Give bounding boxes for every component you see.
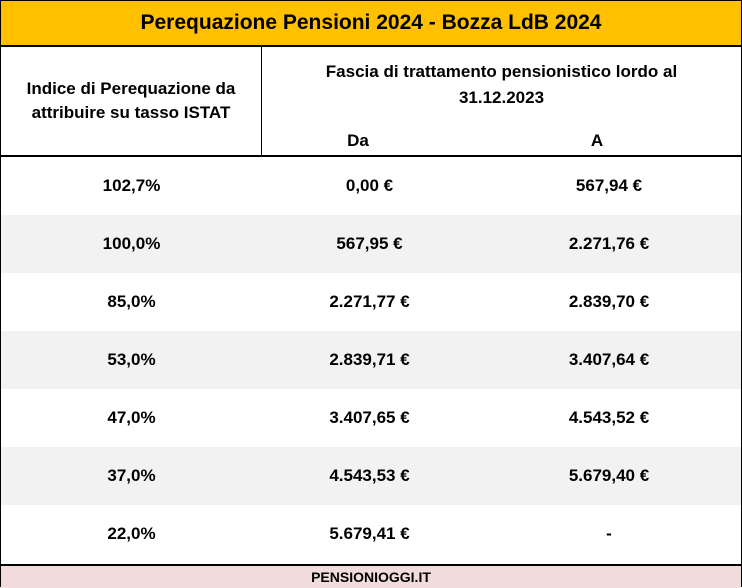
cell-to: 2.271,76 €: [568, 234, 650, 253]
cell-from: 3.407,65 €: [329, 408, 410, 427]
cell-from: 2.839,71 €: [329, 350, 410, 369]
cell-index: 100,0%: [102, 234, 161, 253]
header-group: Fascia di trattamento pensionistico lord…: [262, 47, 741, 157]
cell-to: 4.543,52 €: [568, 408, 650, 427]
table-row: 53,0% 2.839,71 € 3.407,64 €: [1, 331, 741, 389]
cell-index: 22,0%: [107, 524, 156, 543]
cell-to: 3.407,64 €: [568, 350, 650, 369]
cell-from: 2.271,77 €: [329, 292, 410, 311]
cell-from: 567,95 €: [336, 234, 403, 253]
cell-index: 53,0%: [107, 350, 156, 369]
table-body: 102,7% 0,00 € 567,94 € 100,0% 567,95 € 2…: [1, 157, 741, 563]
header-group-label: Fascia di trattamento pensionistico lord…: [262, 59, 741, 111]
header-group-line1: Fascia di trattamento pensionistico lord…: [325, 62, 678, 81]
cell-to: 567,94 €: [575, 176, 643, 195]
table-title: Perequazione Pensioni 2024 - Bozza LdB 2…: [1, 1, 741, 47]
header-index-line2: attribuire su tasso ISTAT: [31, 103, 231, 122]
cell-index: 102,7%: [102, 176, 161, 195]
table-row: 85,0% 2.271,77 € 2.839,70 €: [1, 273, 741, 331]
header-index-label: Indice di Perequazione da attribuire su …: [1, 47, 262, 157]
cell-from: 4.543,53 €: [329, 466, 410, 485]
header-group-line2: 31.12.2023: [458, 88, 545, 107]
cell-index: 47,0%: [107, 408, 156, 427]
header-col-from: Da: [347, 131, 369, 150]
cell-index: 37,0%: [107, 466, 156, 485]
cell-to: 2.839,70 €: [568, 292, 650, 311]
header-col-to: A: [590, 131, 604, 150]
cell-to: 5.679,40 €: [568, 466, 650, 485]
table-row: 100,0% 567,95 € 2.271,76 €: [1, 215, 741, 273]
table-row: 47,0% 3.407,65 € 4.543,52 €: [1, 389, 741, 447]
table-row: 37,0% 4.543,53 € 5.679,40 €: [1, 447, 741, 505]
header-index-line1: Indice di Perequazione da: [26, 79, 236, 98]
table-row: 22,0% 5.679,41 € -: [1, 505, 741, 563]
cell-from: 5.679,41 €: [329, 524, 410, 543]
table-row: 102,7% 0,00 € 567,94 €: [1, 157, 741, 215]
cell-index: 85,0%: [107, 292, 156, 311]
footer-source: PENSIONIOGGI.IT: [1, 564, 741, 588]
cell-to: -: [606, 524, 612, 543]
cell-from: 0,00 €: [345, 176, 394, 195]
